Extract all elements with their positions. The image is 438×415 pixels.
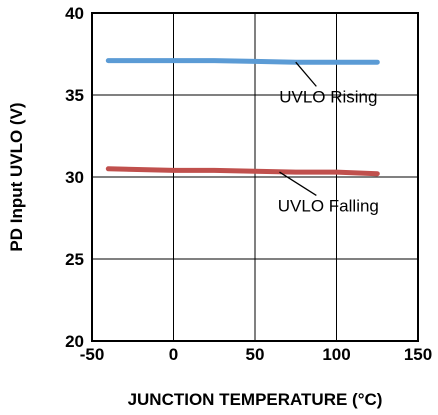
y-tick-labels: 20 25 30 35 40 xyxy=(65,4,84,351)
y-tick-label: 20 xyxy=(65,332,84,351)
annotation-label: UVLO Falling xyxy=(278,196,379,215)
x-tick-label: 50 xyxy=(246,345,265,364)
series-line-uvlo-rising xyxy=(105,58,380,65)
x-tick-label: 0 xyxy=(169,345,178,364)
y-tick-label: 30 xyxy=(65,168,84,187)
annotation-label: UVLO Rising xyxy=(279,87,377,106)
y-axis-label: PD Input UVLO (V) xyxy=(7,102,26,251)
x-axis-label: JUNCTION TEMPERATURE (°C) xyxy=(128,390,383,409)
y-tick-label: 40 xyxy=(65,4,84,23)
series-lines xyxy=(105,58,380,177)
y-tick-label: 35 xyxy=(65,86,84,105)
grid-lines xyxy=(92,13,418,341)
plot-frame xyxy=(91,12,419,342)
x-tick-label: 100 xyxy=(322,345,350,364)
y-tick-label: 25 xyxy=(65,250,84,269)
x-tick-labels: -50 0 50 100 150 xyxy=(80,345,432,364)
annotation-leader-line xyxy=(295,61,317,87)
series-line-uvlo-falling xyxy=(105,166,380,177)
x-tick-label: 150 xyxy=(404,345,432,364)
annotation-leader-line xyxy=(279,171,317,196)
annotations: UVLO Rising UVLO Falling xyxy=(278,61,379,215)
x-tick-label: -50 xyxy=(80,345,105,364)
